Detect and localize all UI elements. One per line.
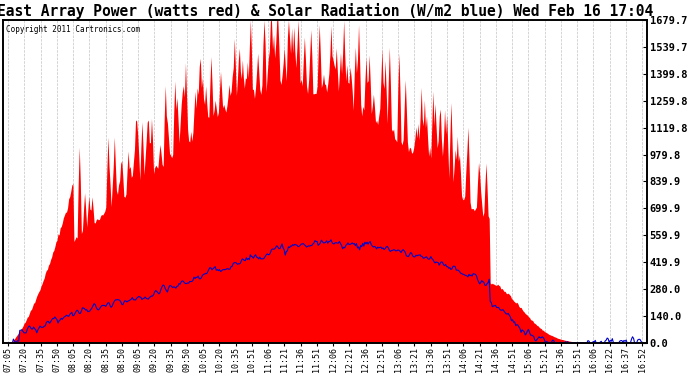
- Title: East Array Power (watts red) & Solar Radiation (W/m2 blue) Wed Feb 16 17:04: East Array Power (watts red) & Solar Rad…: [0, 3, 653, 19]
- Text: Copyright 2011 Cartronics.com: Copyright 2011 Cartronics.com: [6, 25, 141, 34]
